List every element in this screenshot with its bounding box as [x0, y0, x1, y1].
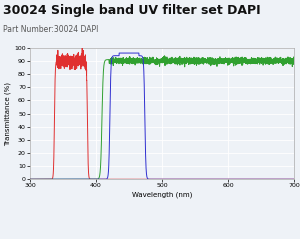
Text: 30024 Single band UV filter set DAPI: 30024 Single band UV filter set DAPI — [3, 4, 261, 16]
Y-axis label: Transmittance (%): Transmittance (%) — [5, 81, 11, 146]
X-axis label: Wavelength (nm): Wavelength (nm) — [132, 191, 192, 198]
Text: Part Number:30024 DAPI: Part Number:30024 DAPI — [3, 25, 98, 34]
